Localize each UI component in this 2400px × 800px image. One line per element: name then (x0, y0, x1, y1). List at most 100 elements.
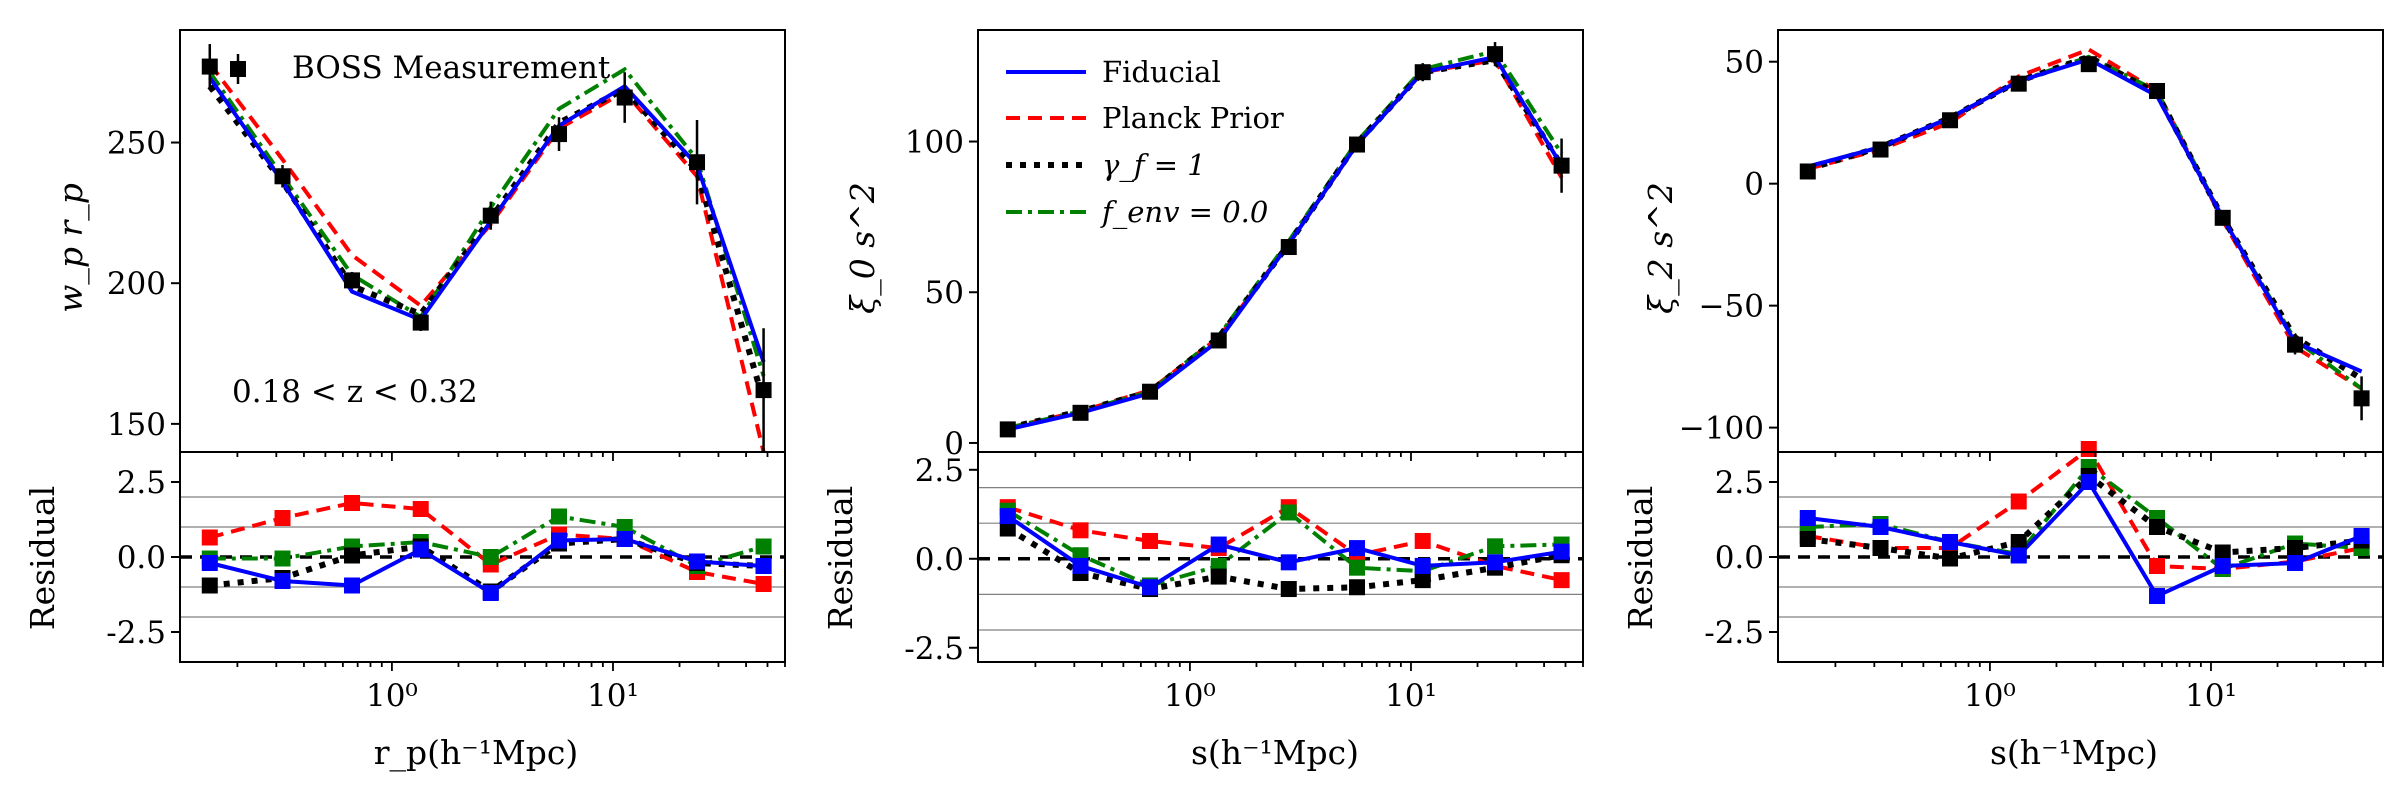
residual-line-fiducial (1006, 514, 1562, 590)
residual-point-planck (2149, 558, 2166, 574)
series-line-planck (1807, 47, 2363, 391)
panel-xi0: 100 50 02.5 0.0 -2.5 10⁰ 10¹ (904, 29, 1584, 714)
main-axes-frame (1777, 29, 2384, 453)
data-point (2010, 75, 2027, 92)
residual-point-fiducial (2149, 588, 2166, 604)
residual-point-gamma (999, 520, 1016, 537)
residual-y-tick-label: 2.5 (117, 465, 166, 501)
data-point (616, 89, 633, 106)
data-point (2214, 209, 2231, 226)
residual-point-planck (1553, 572, 1570, 589)
data-point (274, 168, 291, 185)
residual-ylabel-3: Residual (1621, 486, 1660, 630)
data-point (1072, 404, 1089, 421)
y-tick-label: 50 (1725, 45, 1764, 81)
x-tick-label: 10¹ (587, 678, 639, 714)
data-point (1280, 239, 1297, 256)
redshift-annotation: 0.18 < z < 0.32 (232, 374, 478, 410)
residual-point-fiducial (1349, 540, 1366, 557)
residual-point-planck (201, 529, 218, 546)
residual-point-gamma (1210, 568, 1227, 585)
data-point (1942, 112, 1959, 129)
residual-y-tick-label: 0.0 (915, 542, 964, 578)
residual-point-fenv (1349, 559, 1366, 576)
residual-point-fiducial (1487, 554, 1504, 571)
residual-point-fiducial (1142, 579, 1159, 596)
y-tick-label: 0 (1744, 167, 1764, 203)
series-line-fiducial (1807, 57, 2363, 374)
ylabel-xi2: ξ_2 s^2 (1641, 182, 1681, 314)
panel-xi2: 50 0 −50 −100 2.5 0.0 -2.5 10⁰ 10¹ (1679, 29, 2384, 714)
residual-point-fiducial (999, 508, 1016, 525)
residual-point-fiducial (2353, 528, 2370, 544)
series-line-gamma (1806, 53, 2364, 382)
legend-label-fiducial: Fiducial (1102, 55, 1221, 89)
panel-wp: 250 200 150 2.5 0.0 -2.5 10⁰ 10¹ (106, 29, 786, 714)
residual-point-fenv (1280, 504, 1297, 521)
ylabel-xi0: ξ_0 s^2 (843, 182, 883, 314)
legend: Fiducial Planck Prior γ_f = 1 f_env = 0.… (1006, 55, 1284, 230)
data-point (999, 421, 1016, 438)
residual-y-tick-label: -2.5 (106, 615, 166, 651)
main-axes-frame (977, 29, 1584, 453)
residual-point-fiducial (1280, 554, 1297, 571)
residual-point-fenv (551, 508, 568, 525)
data-point (412, 314, 429, 331)
xlabel-s-mid: s(h⁻¹Mpc) (1191, 733, 1359, 772)
residual-point-fiducial (2080, 474, 2097, 490)
residual-point-fenv (482, 549, 499, 565)
residual-point-planck (412, 501, 429, 517)
xlabel-rp: r_p(h⁻¹Mpc) (374, 733, 578, 773)
y-tick-label: 150 (107, 407, 166, 443)
residual-point-gamma (201, 577, 218, 594)
y-tick-label: −100 (1679, 411, 1764, 447)
residual-ylabel-1: Residual (23, 486, 62, 630)
legend-boss-measurement: BOSS Measurement (292, 50, 611, 86)
legend-label-gamma: γ_f = 1 (1102, 148, 1206, 183)
residual-point-fiducial (755, 558, 772, 574)
x-tick-label: 10⁰ (366, 678, 418, 714)
residual-point-fiducial (344, 577, 361, 594)
residual-point-planck (1414, 532, 1431, 549)
data-point (1487, 46, 1504, 63)
data-point (482, 207, 499, 224)
data-point (201, 58, 218, 75)
data-point (2353, 390, 2370, 407)
residual-point-planck (2080, 441, 2097, 457)
residual-point-fiducial (616, 531, 633, 547)
y-tick-label: 250 (107, 126, 166, 162)
residual-point-fiducial (2214, 558, 2231, 574)
residual-y-tick-label: 2.5 (915, 453, 964, 489)
data-point (1349, 136, 1366, 153)
residual-line-planck (209, 500, 764, 586)
legend-marker (230, 61, 246, 77)
residual-point-fenv (1487, 538, 1504, 555)
legend-label-planck: Planck Prior (1102, 101, 1284, 135)
residual-axes-frame (977, 451, 1584, 663)
residual-point-fiducial (1414, 557, 1431, 574)
residual-point-fiducial (1210, 536, 1227, 553)
residual-point-fiducial (1872, 519, 1889, 535)
data-point (344, 272, 361, 289)
residual-ylabel-2: Residual (821, 486, 860, 630)
data-point (2287, 336, 2304, 353)
residual-point-gamma (1349, 579, 1366, 596)
residual-point-fiducial (2010, 547, 2027, 564)
y-tick-label: 200 (107, 266, 166, 302)
residual-point-planck (1142, 532, 1159, 549)
residual-point-fiducial (1942, 534, 1959, 550)
legend-label-fenv: f_env = 0.0 (1100, 195, 1268, 230)
residual-point-planck (344, 495, 361, 511)
data-point (551, 126, 568, 143)
data-point (1142, 383, 1159, 400)
data-point (1872, 141, 1889, 158)
residual-point-fiducial (689, 553, 706, 570)
data-point (2149, 82, 2166, 99)
residual-line-fenv (1006, 508, 1562, 588)
residual-point-planck (2010, 493, 2027, 510)
residual-line-fiducial (1807, 478, 2363, 599)
data-point (755, 382, 772, 399)
y-tick-label: 100 (905, 125, 964, 161)
residual-point-fiducial (2287, 555, 2304, 571)
